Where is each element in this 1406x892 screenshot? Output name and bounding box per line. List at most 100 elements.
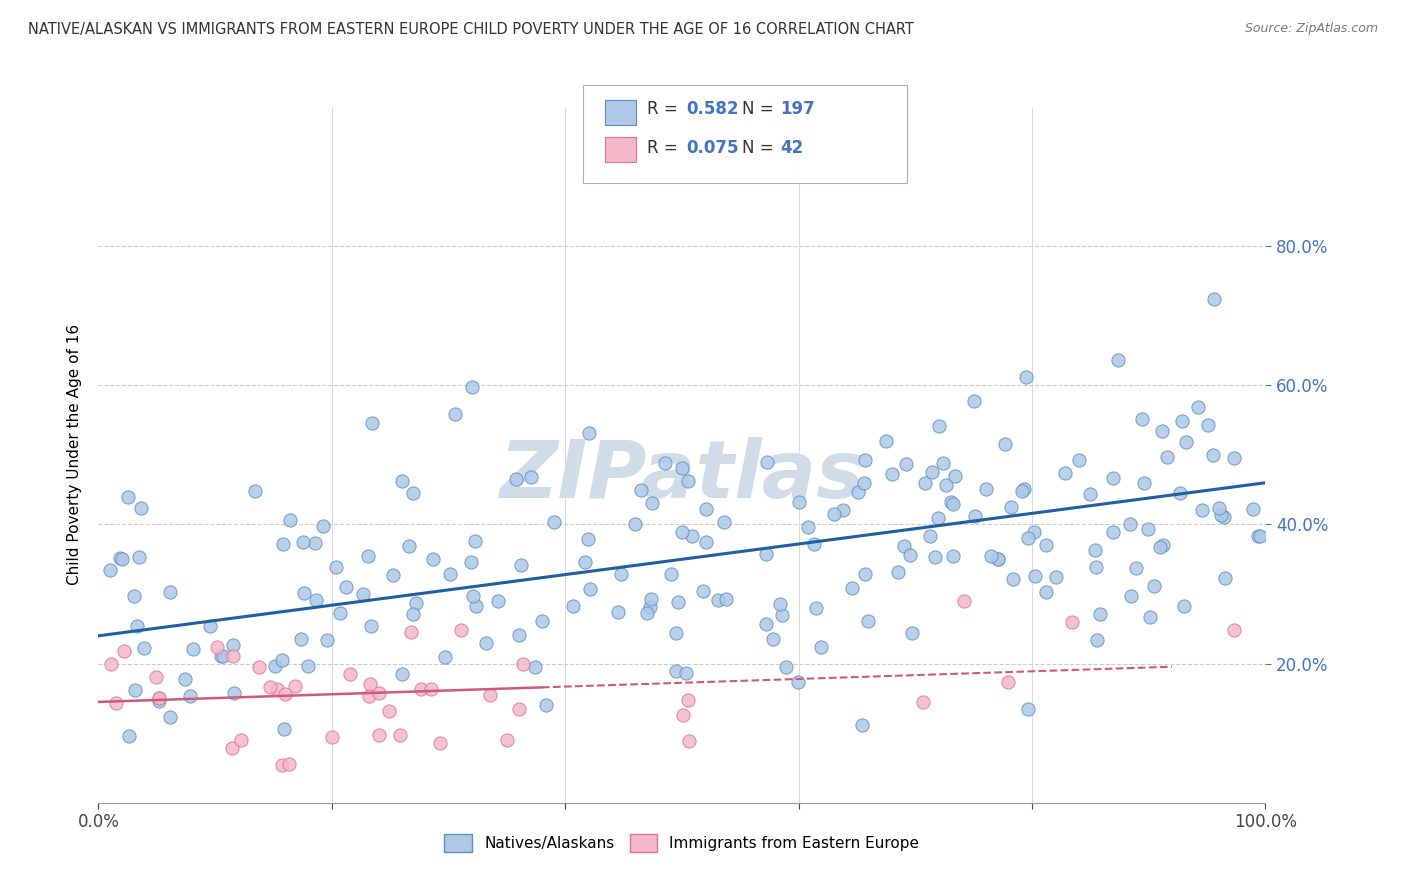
Point [211, 648, 233, 663]
Point [127, 619, 149, 633]
Point [1060, 615, 1083, 630]
Point [671, 460, 693, 475]
Point [714, 591, 737, 606]
Point [145, 670, 167, 684]
Point [932, 457, 955, 471]
Point [148, 694, 170, 708]
Point [941, 495, 963, 509]
Point [1015, 370, 1038, 384]
Point [851, 717, 873, 731]
Point [335, 581, 357, 595]
Point [111, 551, 134, 566]
Point [963, 394, 986, 409]
Point [994, 437, 1017, 451]
Point [630, 483, 652, 497]
Point [770, 607, 793, 622]
Point [280, 513, 302, 527]
Point [1011, 484, 1033, 499]
Point [311, 519, 333, 533]
Point [768, 597, 790, 611]
Point [325, 560, 347, 574]
Text: NATIVE/ALASKAN VS IMMIGRANTS FROM EASTERN EUROPE CHILD POVERTY UNDER THE AGE OF : NATIVE/ALASKAN VS IMMIGRANTS FROM EASTER… [28, 22, 914, 37]
Point [104, 697, 127, 711]
Point [1139, 610, 1161, 624]
Point [1208, 500, 1230, 515]
Point [1102, 524, 1125, 539]
Point [997, 674, 1019, 689]
Point [1213, 510, 1236, 524]
Point [420, 682, 443, 697]
Point [1143, 579, 1166, 593]
Point [1204, 292, 1226, 306]
Point [222, 686, 245, 700]
Point [1223, 451, 1246, 466]
Point [148, 691, 170, 706]
Point [505, 473, 527, 487]
Point [209, 649, 232, 664]
Point [207, 640, 229, 655]
Point [1084, 560, 1107, 574]
Point [159, 584, 181, 599]
Point [979, 549, 1001, 564]
Point [787, 495, 810, 509]
Point [292, 585, 315, 599]
Point [352, 587, 374, 601]
Point [460, 380, 482, 394]
Point [402, 607, 425, 621]
Point [671, 525, 693, 540]
Text: 197: 197 [780, 100, 815, 118]
Point [173, 672, 195, 686]
Point [434, 649, 457, 664]
Point [787, 674, 810, 689]
Point [1084, 542, 1107, 557]
Point [914, 475, 936, 490]
Point [409, 681, 432, 696]
Point [360, 416, 382, 430]
Point [896, 457, 918, 471]
Point [508, 627, 530, 641]
Point [676, 693, 699, 707]
Point [245, 484, 267, 499]
Point [676, 474, 699, 488]
Point [367, 728, 389, 742]
Point [640, 591, 662, 606]
Point [98, 563, 121, 577]
Y-axis label: Child Poverty Under the Age of 16: Child Poverty Under the Age of 16 [66, 325, 82, 585]
Point [496, 733, 519, 747]
Text: N =: N = [742, 100, 779, 118]
Point [935, 477, 957, 491]
Point [464, 599, 486, 613]
Point [284, 679, 307, 693]
Point [475, 636, 498, 650]
Point [1133, 476, 1156, 491]
Point [1156, 450, 1178, 464]
Point [357, 549, 380, 563]
Point [231, 733, 253, 747]
Point [117, 491, 139, 505]
Point [636, 606, 658, 620]
Point [943, 469, 966, 483]
Point [422, 551, 444, 566]
Point [391, 474, 413, 488]
Point [1152, 538, 1174, 552]
Text: R =: R = [647, 139, 683, 157]
Point [640, 599, 662, 614]
Point [692, 583, 714, 598]
Point [368, 686, 391, 700]
Point [530, 614, 553, 628]
Point [100, 657, 122, 671]
Point [1080, 487, 1102, 501]
Point [574, 555, 596, 569]
Point [641, 496, 664, 510]
Point [810, 640, 832, 654]
Point [399, 625, 422, 640]
Point [382, 567, 405, 582]
Text: N =: N = [742, 139, 779, 157]
Point [672, 708, 695, 723]
Point [987, 552, 1010, 566]
Point [359, 677, 381, 691]
Point [901, 626, 924, 640]
Point [661, 567, 683, 582]
Point [1202, 448, 1225, 462]
Point [887, 565, 910, 579]
